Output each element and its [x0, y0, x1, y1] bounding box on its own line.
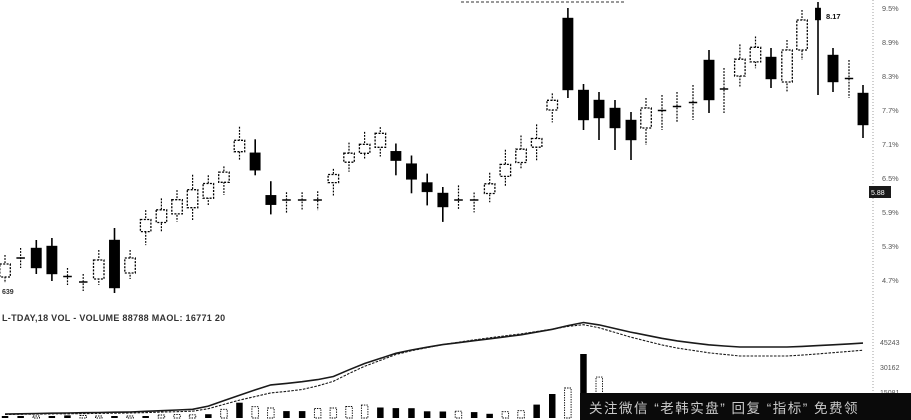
- svg-text:8.9%: 8.9%: [882, 38, 899, 47]
- svg-text:5.88: 5.88: [871, 190, 885, 197]
- svg-text:4.7%: 4.7%: [882, 276, 899, 285]
- svg-text:45243: 45243: [880, 340, 900, 347]
- svg-text:7.1%: 7.1%: [882, 140, 899, 149]
- svg-text:5.9%: 5.9%: [882, 208, 899, 217]
- svg-text:9.5%: 9.5%: [882, 4, 899, 13]
- svg-text:8.17: 8.17: [826, 12, 841, 21]
- svg-text:8.3%: 8.3%: [882, 72, 899, 81]
- svg-text:7.7%: 7.7%: [882, 106, 899, 115]
- svg-text:30162: 30162: [880, 365, 900, 372]
- svg-text:6.5%: 6.5%: [882, 174, 899, 183]
- svg-text:639: 639: [2, 289, 14, 296]
- svg-text:5.3%: 5.3%: [882, 242, 899, 251]
- svg-text:L-TDAY,18 VOL - VOLUME 88788 M: L-TDAY,18 VOL - VOLUME 88788 MAOL: 16771…: [2, 313, 225, 323]
